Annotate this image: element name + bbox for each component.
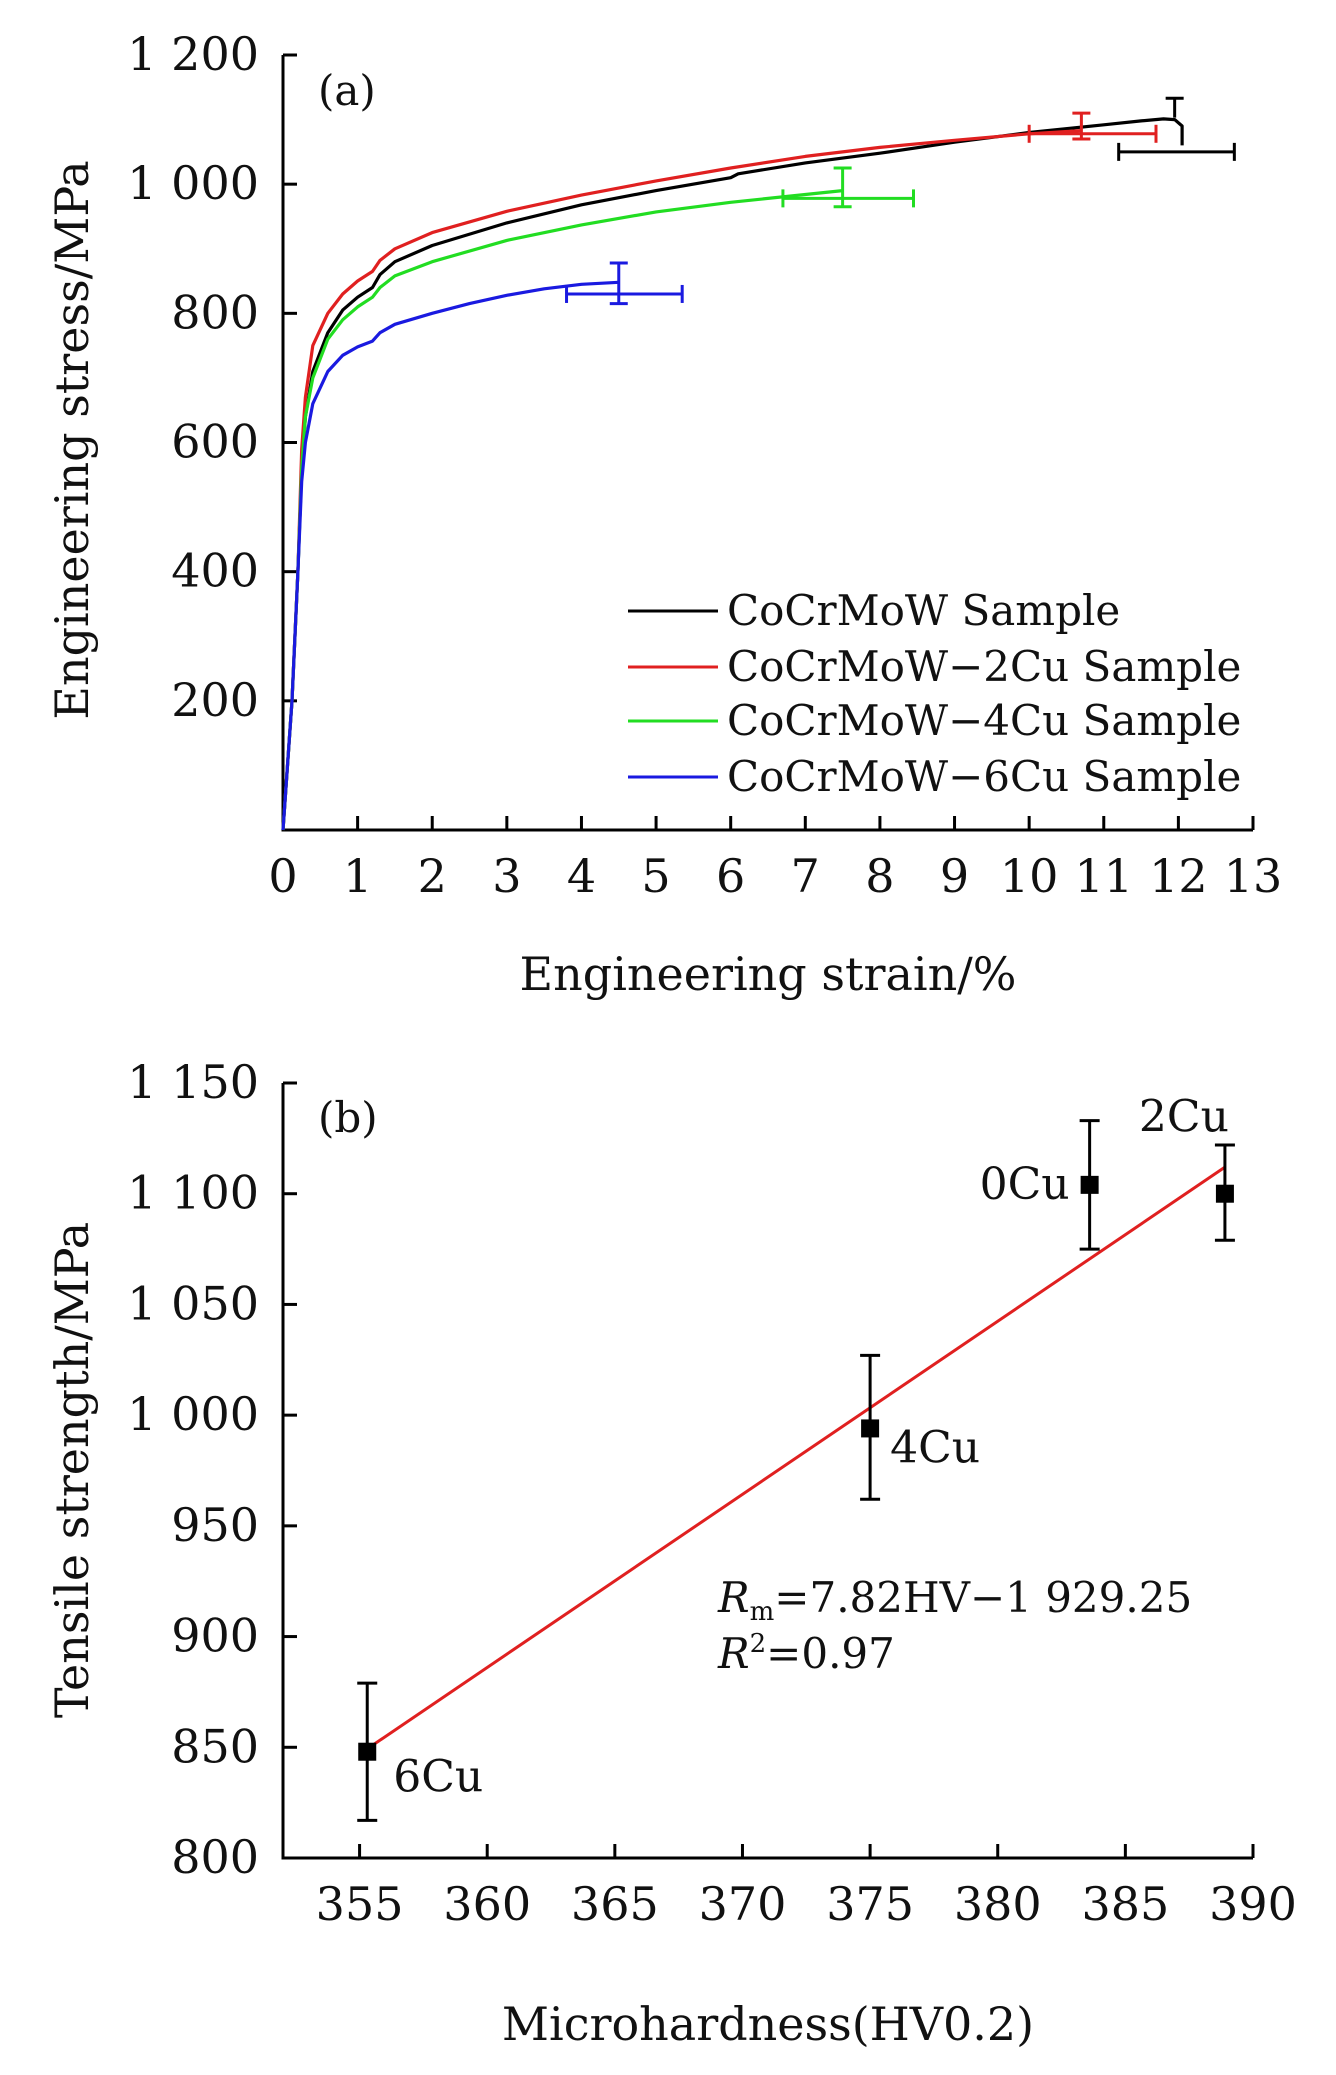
y-tick-label: 1 000 [127,1387,259,1441]
x-tick-label: 370 [699,1877,787,1931]
data-point-2cu [1215,1184,1234,1203]
legend-label-cocrmow: CoCrMoW Sample [727,586,1120,635]
fit-equation-rest: =7.82HV−1 929.25 [774,1573,1192,1622]
y-tick-label: 850 [171,1719,259,1773]
x-tick-label: 11 [1074,849,1133,903]
panel-a-y-axis-title: Engineering stress/MPa [45,160,99,719]
data-point-6cu [358,1742,377,1761]
x-tick-label: 3 [492,849,521,903]
panel-b-x-axis-title: Microhardness(HV0.2) [502,1997,1034,2051]
panel-a-label: (a) [318,66,376,115]
fit-r-squared-superscript: 2 [750,1629,767,1659]
panel-b-points: 6Cu 4Cu 0Cu 2Cu [357,1092,1235,1822]
panel-a-y-ticks: 200 400 600 800 1 000 1 200 [127,27,297,727]
fit-r-squared-rest: =0.97 [766,1629,895,1678]
x-tick-label: 390 [1209,1877,1297,1931]
y-tick-label: 1 150 [127,1055,259,1109]
y-tick-label: 1 050 [127,1276,259,1330]
y-tick-label: 1 100 [127,1166,259,1220]
x-tick-label: 375 [826,1877,914,1931]
y-tick-label: 1 000 [127,156,259,210]
x-tick-label: 10 [1000,849,1059,903]
x-tick-label: 0 [268,849,297,903]
fit-equation-subscript: m [750,1597,775,1627]
point-label-0cu: 0Cu [980,1159,1070,1210]
legend-label-cocrmow-2cu: CoCrMoW−2Cu Sample [727,642,1241,691]
panel-b-x-ticks: 355 360 365 370 375 380 385 390 [316,1844,1297,1931]
y-tick-label: 600 [171,415,259,469]
data-point-0cu [1080,1175,1099,1194]
point-label-2cu: 2Cu [1139,1092,1229,1143]
panel-a-legend: CoCrMoW Sample CoCrMoW−2Cu Sample CoCrMo… [628,586,1241,801]
series-line-cocrmow-6cu-sample [281,280,619,831]
point-label-6cu: 6Cu [393,1752,483,1803]
legend-label-cocrmow-4cu: CoCrMoW−4Cu Sample [727,696,1241,745]
fit-line [366,1165,1226,1751]
legend-label-cocrmow-6cu: CoCrMoW−6Cu Sample [727,752,1241,801]
panel-b-axes [281,1083,1253,1860]
y-tick-label: 800 [171,1830,259,1884]
y-tick-label: 800 [171,285,259,339]
x-tick-label: 13 [1224,849,1283,903]
panel-b-label: (b) [318,1093,378,1142]
x-tick-label: 1 [343,849,372,903]
y-tick-label: 950 [171,1498,259,1552]
x-tick-label: 8 [865,849,894,903]
x-tick-label: 4 [567,849,596,903]
x-tick-label: 385 [1081,1877,1169,1931]
panel-b-y-axis-title: Tensile strength/MPa [45,1222,99,1718]
x-tick-label: 380 [954,1877,1042,1931]
data-point-4cu [861,1419,880,1438]
x-tick-label: 9 [940,849,969,903]
fit-equation-var: R [717,1573,750,1622]
x-tick-label: 5 [641,849,670,903]
fit-r-squared-var: R [717,1629,750,1678]
fit-equation: Rm=7.82HV−1 929.25 [717,1573,1192,1627]
fit-r-squared: R2=0.97 [717,1629,895,1678]
y-tick-label: 1 200 [127,27,259,81]
x-tick-label: 7 [791,849,820,903]
x-tick-label: 365 [571,1877,659,1931]
x-tick-label: 12 [1149,849,1208,903]
y-tick-label: 400 [171,544,259,598]
panel-b-fit-line-group [366,1165,1226,1751]
panel-a-x-axis-title: Engineering strain/% [520,947,1017,1001]
panel-a-error-bars [565,96,1236,306]
point-label-4cu: 4Cu [890,1422,980,1473]
x-tick-label: 355 [316,1877,404,1931]
y-tick-label: 200 [171,673,259,727]
x-tick-label: 360 [443,1877,531,1931]
y-tick-label: 900 [171,1609,259,1663]
x-tick-label: 2 [418,849,447,903]
x-tick-label: 6 [716,849,745,903]
panel-a-x-ticks: 0 1 2 3 4 5 6 7 8 9 10 11 12 13 [268,816,1282,903]
panel-a-series [281,117,1184,831]
panel-b-y-ticks: 800 850 900 950 1 000 1 050 1 100 1 150 [127,1055,297,1884]
